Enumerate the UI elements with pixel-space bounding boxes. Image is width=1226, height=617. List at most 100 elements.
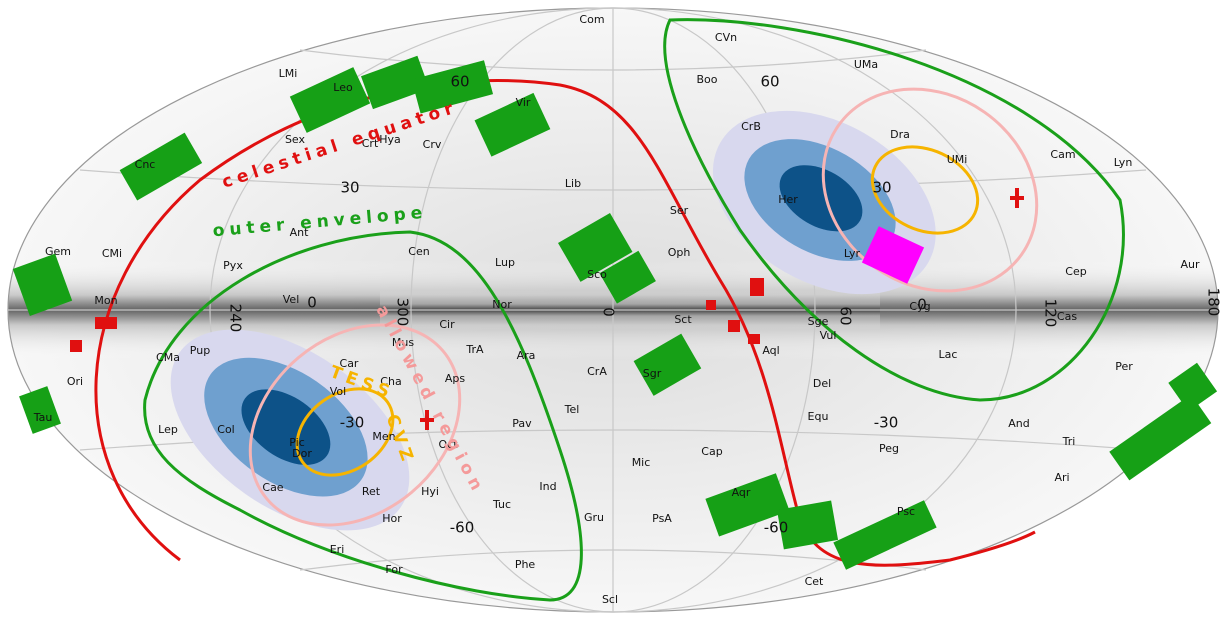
constellation-label: Pup xyxy=(190,344,210,357)
constellation-label: Cap xyxy=(701,445,722,458)
constellation-label: Pyx xyxy=(223,259,243,272)
constellation-label: UMi xyxy=(947,153,968,166)
longitude-label: 120 xyxy=(1042,299,1060,328)
constellation-label: Ind xyxy=(539,480,556,493)
constellation-label: Sgr xyxy=(643,367,662,380)
constellation-label: CMa xyxy=(156,351,180,364)
constellation-label: CrA xyxy=(587,365,607,378)
constellation-label: Cam xyxy=(1050,148,1075,161)
constellation-label: Equ xyxy=(808,410,829,423)
constellation-label: PsA xyxy=(652,512,672,525)
constellation-label: Mon xyxy=(94,294,117,307)
constellation-label: CVn xyxy=(715,31,737,44)
latitude-label: 30 xyxy=(340,179,359,197)
constellation-label: Vul xyxy=(820,329,837,342)
longitude-label: 0 xyxy=(600,307,618,317)
constellation-label: Ant xyxy=(290,226,309,239)
constellation-label: Lup xyxy=(495,256,515,269)
constellation-label: Mic xyxy=(632,456,651,469)
latitude-label: -30 xyxy=(340,414,365,432)
constellation-label: Leo xyxy=(333,81,353,94)
constellation-label: Sex xyxy=(285,133,306,146)
constellation-label: Tri xyxy=(1062,435,1076,448)
constellation-label: Vol xyxy=(330,385,346,398)
constellation-label: Cha xyxy=(380,375,401,388)
constellation-label: Com xyxy=(579,13,604,26)
constellation-label: Hyi xyxy=(421,485,439,498)
constellation-label: LMi xyxy=(279,67,298,80)
constellation-label: Lyn xyxy=(1114,156,1133,169)
constellation-label: Vir xyxy=(516,96,531,109)
region-outlines xyxy=(94,18,1125,602)
survey-fields xyxy=(12,55,1218,570)
constellation-label: Aql xyxy=(762,344,779,357)
constellation-label: Nor xyxy=(492,298,512,311)
constellation-label: Vel xyxy=(283,293,300,306)
constellation-label: Cet xyxy=(805,575,824,588)
constellation-label: Ret xyxy=(362,485,381,498)
constellation-label: Tuc xyxy=(492,498,511,511)
constellation-label: TrA xyxy=(465,343,484,356)
constellation-label: Lyr xyxy=(844,247,861,260)
constellation-label: Tau xyxy=(33,411,53,424)
constellation-label: Sge xyxy=(808,315,829,328)
constellation-label: Men xyxy=(372,430,395,443)
target-density-left xyxy=(170,329,410,531)
constellation-label: CrB xyxy=(741,120,761,133)
constellation-label: Cen xyxy=(408,245,429,258)
latitude-label: 0 xyxy=(917,296,927,314)
kepler-field xyxy=(861,226,925,284)
longitude-label: 240 xyxy=(227,304,245,333)
constellation-label: Per xyxy=(1115,360,1133,373)
constellation-label: CMi xyxy=(102,247,122,260)
constellation-label: Dra xyxy=(890,128,910,141)
constellation-label: Sct xyxy=(674,313,692,326)
constellation-label: Crv xyxy=(423,138,442,151)
constellation-label: Her xyxy=(778,193,798,206)
constellation-label: Tel xyxy=(564,403,580,416)
graticule xyxy=(7,7,1219,613)
constellation-label: Aps xyxy=(445,372,466,385)
constellation-label: Cyg xyxy=(909,300,930,313)
constellation-label: For xyxy=(385,563,403,576)
constellation-label: Col xyxy=(217,423,234,436)
longitude-label: 60 xyxy=(837,306,855,325)
red-fields xyxy=(70,188,1024,430)
constellation-label: Cas xyxy=(1057,310,1077,323)
constellation-label: Ara xyxy=(517,349,536,362)
constellation-label: Peg xyxy=(879,442,899,455)
constellation-label: Crt xyxy=(362,137,379,150)
constellation-label: Pav xyxy=(512,417,532,430)
latitude-label: -30 xyxy=(874,414,899,432)
constellation-label: Ori xyxy=(67,375,83,388)
constellation-label: Aqr xyxy=(732,486,751,499)
constellation-label: Dor xyxy=(292,447,312,460)
constellation-label: Boo xyxy=(696,73,717,86)
constellation-label: Sco xyxy=(587,268,607,281)
constellation-label: Phe xyxy=(515,558,536,571)
constellation-label: Hor xyxy=(382,512,402,525)
longitude-label: 180 xyxy=(1205,288,1223,317)
constellation-label: Gem xyxy=(45,245,71,258)
latitude-label: -60 xyxy=(450,519,475,537)
constellation-label: Gru xyxy=(584,511,604,524)
constellation-label: Aur xyxy=(1180,258,1199,271)
constellation-label: Cep xyxy=(1065,265,1086,278)
latitude-label: 60 xyxy=(450,73,469,91)
constellation-label: Hya xyxy=(379,133,401,146)
constellation-label: Lib xyxy=(565,177,581,190)
constellation-label: Eri xyxy=(330,543,345,556)
constellation-label: Cnc xyxy=(135,158,156,171)
constellation-label: Lac xyxy=(939,348,958,361)
constellation-label: Scl xyxy=(602,593,618,606)
constellation-label: Ser xyxy=(670,204,689,217)
constellation-label: Del xyxy=(813,377,831,390)
latitude-label: 30 xyxy=(872,179,891,197)
constellation-label: Cir xyxy=(439,318,455,331)
constellation-label: Pic xyxy=(289,436,305,449)
constellation-label: Psc xyxy=(897,505,915,518)
constellation-label: UMa xyxy=(854,58,878,71)
constellation-label: Oct xyxy=(438,438,458,451)
constellation-label: Mus xyxy=(392,336,414,349)
